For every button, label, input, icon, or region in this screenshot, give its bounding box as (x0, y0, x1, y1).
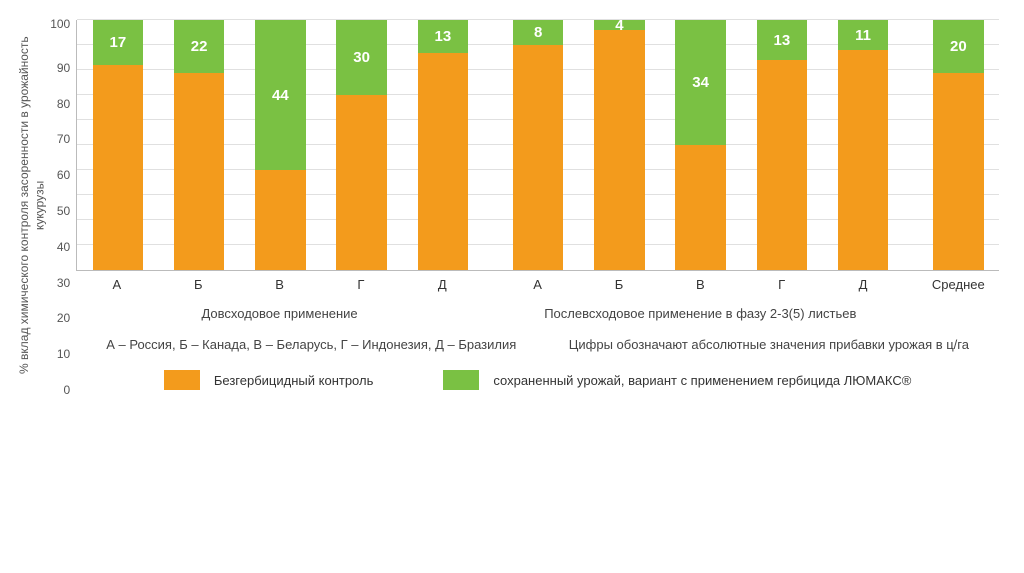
y-axis-title: % вклад химического контроля засоренност… (15, 20, 50, 390)
bar-value-label: 13 (435, 28, 452, 45)
segment-saved: 20 (933, 20, 983, 73)
bar-value-label: 13 (774, 32, 791, 49)
plot-area: 17 22 44 30 13 8 4 34 13 11 20 (76, 20, 999, 271)
bar-slot: 11 (822, 20, 903, 270)
y-tick: 20 (50, 312, 70, 324)
segment-control (418, 53, 468, 271)
bar-value-label: 30 (353, 49, 370, 66)
values-note: Цифры обозначают абсолютные значения при… (569, 337, 969, 352)
segment-saved: 44 (255, 20, 305, 170)
y-tick: 60 (50, 169, 70, 181)
bar-slot: 30 (321, 20, 402, 270)
bar-value-label: 8 (534, 24, 542, 41)
bar-slot: 44 (240, 20, 321, 270)
stacked-bar: 4 (594, 20, 644, 270)
x-category-label: Д (822, 277, 903, 292)
bar-value-label: 11 (855, 27, 871, 44)
segment-control (675, 145, 725, 270)
bar-slot: 17 (77, 20, 158, 270)
segment-control (174, 73, 224, 271)
stacked-bar: 8 (513, 20, 563, 270)
segment-control (513, 45, 563, 270)
y-tick: 30 (50, 277, 70, 289)
group-label: Послевсходовое применение в фазу 2-3(5) … (497, 306, 904, 321)
legend-item: сохраненный урожай, вариант с применение… (443, 370, 911, 390)
bar-slot: 34 (660, 20, 741, 270)
bars-container: 17 22 44 30 13 8 4 34 13 11 20 (77, 20, 999, 270)
y-tick: 90 (50, 62, 70, 74)
legend: Безгербицидный контроль сохраненный урожа… (76, 370, 999, 390)
x-category-label: Б (158, 277, 239, 292)
stacked-bar: 13 (757, 20, 807, 270)
bar-slot: 8 (497, 20, 578, 270)
x-category-label: А (76, 277, 157, 292)
chart: % вклад химического контроля засоренност… (15, 20, 999, 390)
footnote-row: А – Россия, Б – Канада, В – Беларусь, Г … (76, 337, 999, 352)
y-tick: 50 (50, 205, 70, 217)
x-category-label: Г (741, 277, 822, 292)
x-category-label: Д (402, 277, 483, 292)
segment-saved: 17 (93, 20, 143, 65)
stacked-bar: 20 (933, 20, 983, 270)
bar-value-label: 20 (950, 38, 967, 55)
y-axis-ticks: 1009080706050403020100 (50, 20, 76, 390)
legend-label: сохраненный урожай, вариант с применение… (493, 373, 911, 388)
x-category-label: Б (578, 277, 659, 292)
y-tick: 70 (50, 133, 70, 145)
segment-saved: 11 (838, 20, 888, 50)
y-tick: 80 (50, 98, 70, 110)
segment-control (93, 65, 143, 270)
x-category-label: В (660, 277, 741, 292)
legend-swatch (443, 370, 479, 390)
segment-saved: 8 (513, 20, 563, 45)
stacked-bar: 13 (418, 20, 468, 270)
bar-group: 17 22 44 30 13 (77, 20, 483, 270)
segment-control (838, 50, 888, 270)
stacked-bar: 30 (336, 20, 386, 270)
bar-slot: 22 (158, 20, 239, 270)
country-legend: А – Россия, Б – Канада, В – Беларусь, Г … (106, 337, 516, 352)
legend-swatch (164, 370, 200, 390)
segment-control (255, 170, 305, 270)
group-labels-row: Довсходовое применение Послевсходовое при… (76, 306, 999, 321)
y-tick: 10 (50, 348, 70, 360)
segment-saved: 4 (594, 20, 644, 30)
segment-saved: 13 (418, 20, 468, 53)
bar-value-label: 44 (272, 87, 289, 104)
y-tick: 100 (50, 18, 70, 30)
bar-slot: 4 (579, 20, 660, 270)
stacked-bar: 34 (675, 20, 725, 270)
bar-group: 20 (918, 20, 999, 270)
x-category-label: Среднее (918, 277, 999, 292)
stacked-bar: 11 (838, 20, 888, 270)
segment-saved: 34 (675, 20, 725, 145)
x-category-label: В (239, 277, 320, 292)
bar-value-label: 22 (191, 38, 208, 55)
group-label: Довсходовое применение (76, 306, 483, 321)
segment-control (594, 30, 644, 270)
bar-value-label: 17 (110, 34, 127, 51)
segment-saved: 13 (757, 20, 807, 60)
segment-control (933, 73, 983, 271)
segment-saved: 30 (336, 20, 386, 95)
bar-slot: 13 (741, 20, 822, 270)
bar-slot: 13 (402, 20, 483, 270)
segment-saved: 22 (174, 20, 224, 73)
y-tick: 0 (50, 384, 70, 396)
x-axis: АБВГДАБВГДСреднее (76, 271, 999, 292)
stacked-bar: 44 (255, 20, 305, 270)
segment-control (757, 60, 807, 270)
bar-group: 8 4 34 13 11 (497, 20, 903, 270)
x-category-label: Г (320, 277, 401, 292)
stacked-bar: 17 (93, 20, 143, 270)
x-category-label: А (497, 277, 578, 292)
stacked-bar: 22 (174, 20, 224, 270)
y-tick: 40 (50, 241, 70, 253)
bar-slot: 20 (918, 20, 999, 270)
bar-value-label: 34 (692, 74, 709, 91)
group-label (918, 306, 999, 321)
legend-item: Безгербицидный контроль (164, 370, 373, 390)
segment-control (336, 95, 386, 270)
legend-label: Безгербицидный контроль (214, 373, 373, 388)
